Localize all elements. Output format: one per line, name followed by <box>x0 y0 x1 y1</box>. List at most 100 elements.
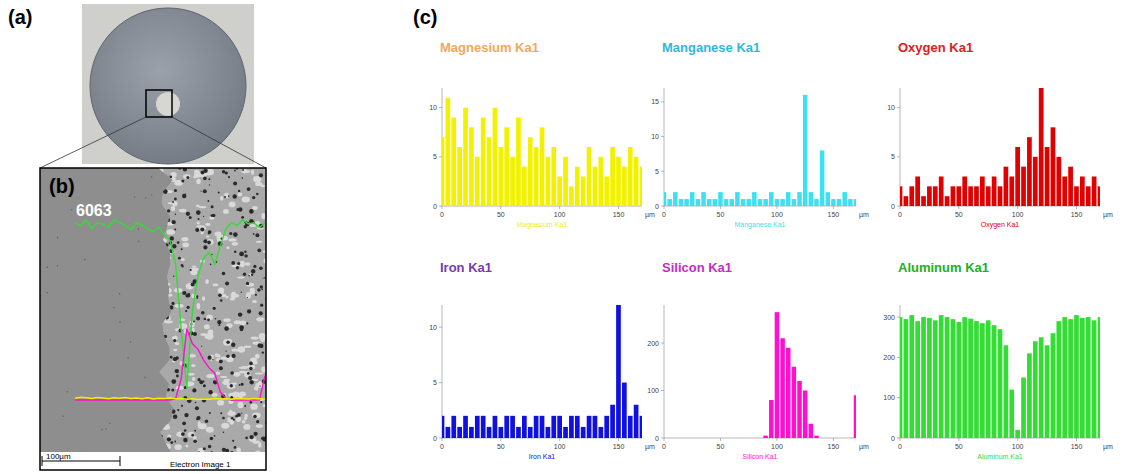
bar <box>933 186 938 206</box>
sem-pore <box>151 342 154 345</box>
bar <box>634 157 639 206</box>
x-tick <box>664 206 665 209</box>
sem-pore <box>220 412 222 414</box>
bars <box>442 305 642 438</box>
sem-grain <box>167 229 176 234</box>
sem-grain <box>223 318 230 322</box>
sem-pore <box>233 232 238 237</box>
sem-grain <box>227 417 230 422</box>
sem-grain <box>155 251 158 257</box>
legend-entry: Manganese Ka1 <box>735 221 786 229</box>
sem-pore <box>219 360 223 364</box>
sem-grain <box>150 242 153 244</box>
sem-grain <box>251 336 259 339</box>
sem-pore <box>236 266 239 269</box>
sem-grain <box>164 190 173 193</box>
sem-speck <box>119 293 120 294</box>
sem-pore <box>241 216 244 219</box>
bar <box>968 319 973 438</box>
sem-pore <box>154 307 157 310</box>
bar <box>551 147 556 206</box>
sem-grain <box>255 354 260 359</box>
sem-pore <box>156 308 161 313</box>
chart: Aluminum Ka10100200300050100150µmAluminu… <box>883 260 1113 460</box>
bar <box>758 438 763 439</box>
bar <box>610 405 615 438</box>
sem-pore <box>151 186 154 189</box>
sem-image <box>40 168 266 470</box>
x-tick <box>833 206 834 209</box>
bar <box>915 177 920 207</box>
bar <box>904 319 909 438</box>
x-tick <box>776 438 777 441</box>
bar <box>701 192 706 206</box>
bar <box>1056 321 1061 438</box>
sem-grain <box>173 349 177 351</box>
sem-pore <box>150 410 154 414</box>
sem-pore <box>231 343 235 347</box>
sem-pore <box>246 322 248 324</box>
bar <box>831 199 836 206</box>
bar <box>563 157 568 206</box>
x-tick <box>720 206 721 209</box>
sem-pore <box>195 402 197 404</box>
sem-speck <box>151 176 152 177</box>
sem-pore <box>154 222 157 225</box>
y-tick <box>897 156 900 157</box>
sem-pore <box>196 210 201 215</box>
bar <box>1051 333 1056 438</box>
bar <box>587 416 592 438</box>
bar <box>1080 318 1085 438</box>
sem-pore <box>260 285 263 288</box>
x-tick-label: 150 <box>1071 443 1083 450</box>
sem-pore <box>159 255 161 257</box>
sem-speck <box>113 307 114 308</box>
bar <box>900 186 902 206</box>
sem-grain <box>160 239 167 242</box>
bar <box>909 186 914 206</box>
y-tick <box>661 438 664 439</box>
bar <box>921 317 926 438</box>
line-scan-overlay <box>75 397 265 399</box>
sem-pore <box>247 297 248 298</box>
bar <box>522 416 527 438</box>
y-tick <box>897 206 900 207</box>
sem-pore <box>239 384 241 386</box>
y-tick-label: 100 <box>647 387 659 394</box>
sem-grain <box>215 353 218 357</box>
sem-pore <box>208 178 210 180</box>
sem-grain <box>252 413 261 419</box>
bar <box>684 438 689 439</box>
bar <box>557 416 562 438</box>
sem-pore <box>226 340 230 344</box>
sem-pore <box>195 228 199 232</box>
sem-speck <box>134 196 135 197</box>
y-tick <box>661 101 664 102</box>
x-axis-label: µm <box>859 443 869 451</box>
bar <box>510 157 515 206</box>
sem-pore <box>207 241 211 245</box>
bar <box>563 427 568 438</box>
sem-pore <box>181 180 184 183</box>
y-tick-label: 300 <box>883 314 895 321</box>
sem-grain <box>169 250 175 254</box>
y-tick-label: 10 <box>429 324 437 331</box>
bar <box>469 127 474 206</box>
bar <box>622 383 627 438</box>
sem-pore <box>208 445 211 448</box>
sem-pore <box>153 350 156 353</box>
sem-grain <box>239 371 246 374</box>
sem-pore <box>203 239 207 243</box>
bar <box>992 177 997 207</box>
bar <box>854 395 856 438</box>
sem-pore <box>203 169 207 173</box>
sem-pore <box>185 310 187 312</box>
bar <box>451 118 456 207</box>
sem-grain <box>206 239 213 245</box>
sem-speck <box>110 339 111 340</box>
sem-grain <box>255 386 258 391</box>
sem-grain <box>198 206 206 208</box>
sem-pore <box>258 343 262 347</box>
sem-pore <box>250 380 254 384</box>
bar <box>752 192 757 206</box>
